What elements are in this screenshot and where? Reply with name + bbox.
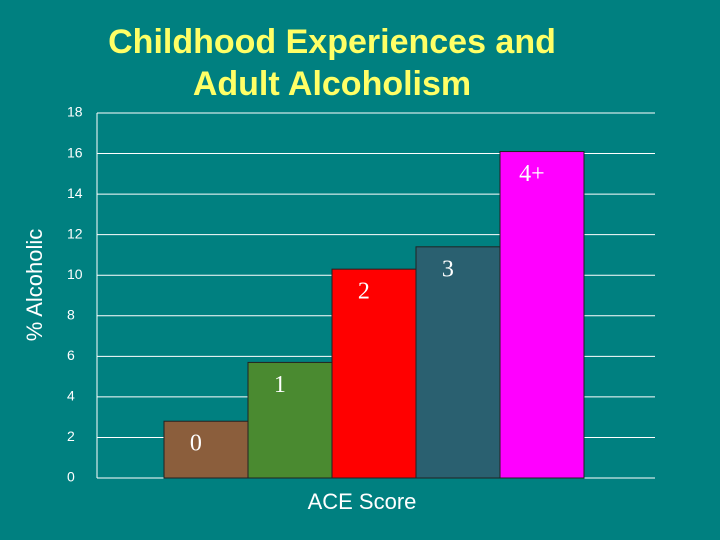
bar-label: 4+ bbox=[519, 161, 545, 187]
bar-label: 1 bbox=[274, 372, 286, 398]
y-tick-label: 8 bbox=[67, 306, 75, 322]
y-tick-label: 12 bbox=[67, 225, 83, 241]
y-tick-label: 6 bbox=[67, 347, 75, 363]
bar bbox=[163, 420, 249, 479]
y-tick-label: 18 bbox=[67, 104, 83, 120]
bar bbox=[415, 246, 501, 479]
x-axis-label: ACE Score bbox=[308, 489, 417, 514]
y-tick-label: 4 bbox=[67, 388, 75, 404]
bar-label: 0 bbox=[190, 431, 202, 457]
y-tick-label: 16 bbox=[67, 144, 83, 160]
bar bbox=[331, 268, 417, 479]
y-tick-label: 14 bbox=[67, 185, 83, 201]
bar-label: 2 bbox=[358, 279, 370, 305]
bar bbox=[499, 151, 585, 479]
y-tick-label: 2 bbox=[67, 428, 75, 444]
chart-title: Childhood Experiences and bbox=[108, 23, 556, 61]
bar bbox=[247, 361, 333, 479]
y-tick-label: 10 bbox=[67, 266, 83, 282]
bar-label: 3 bbox=[442, 256, 454, 282]
y-tick-label: 0 bbox=[67, 469, 75, 485]
y-axis-label: % Alcoholic bbox=[22, 229, 47, 342]
chart-title: Adult Alcoholism bbox=[193, 65, 471, 103]
